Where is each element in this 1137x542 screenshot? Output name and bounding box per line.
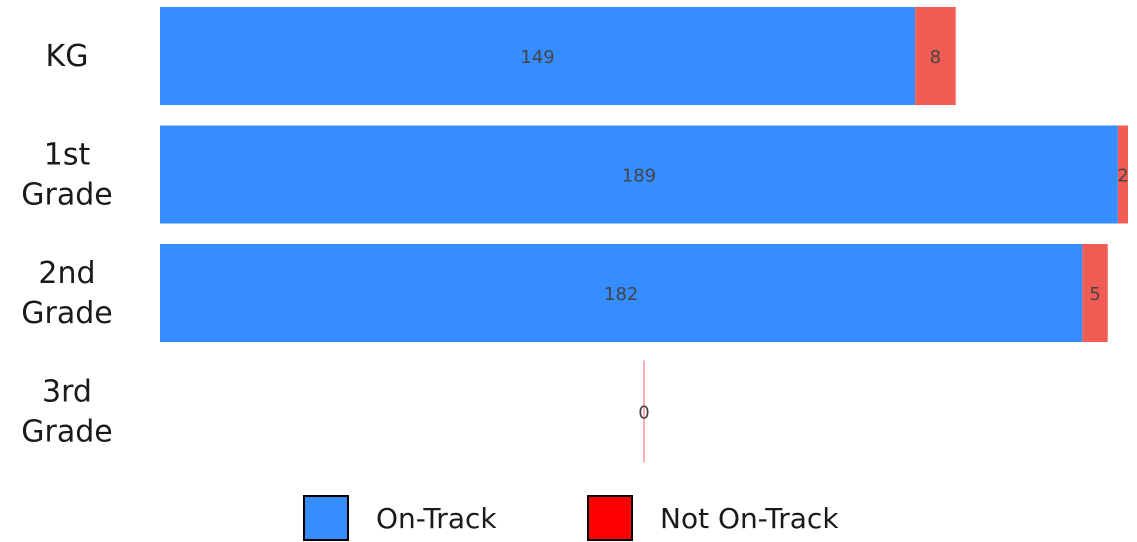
category-label-3rd-grade: 3rd Grade (21, 375, 112, 450)
value-label-kg-on-track: 149 (520, 47, 554, 68)
value-label-3rd-grade: 0 (638, 403, 649, 424)
value-label-2nd-grade-on-track: 182 (604, 284, 638, 305)
value-label-1st-grade-on-track: 189 (622, 166, 656, 187)
category-label-1st-grade: 1st Grade (21, 138, 112, 213)
legend-swatch-not-on-track (588, 496, 632, 540)
bars (160, 7, 1128, 463)
category-label-kg: KG (46, 39, 89, 74)
category-labels: KG 1st Grade 2nd Grade 3rd Grade (21, 39, 112, 450)
value-label-kg-not-on-track: 8 (930, 47, 941, 68)
value-label-1st-grade-not-on-track: 2 (1117, 166, 1128, 187)
legend-label-on-track: On-Track (376, 502, 497, 535)
value-label-2nd-grade-not-on-track: 5 (1089, 284, 1100, 305)
legend-swatch-on-track (304, 496, 348, 540)
legend: On-Track Not On-Track (304, 496, 839, 540)
category-label-2nd-grade: 2nd Grade (21, 256, 112, 331)
legend-label-not-on-track: Not On-Track (660, 502, 839, 535)
